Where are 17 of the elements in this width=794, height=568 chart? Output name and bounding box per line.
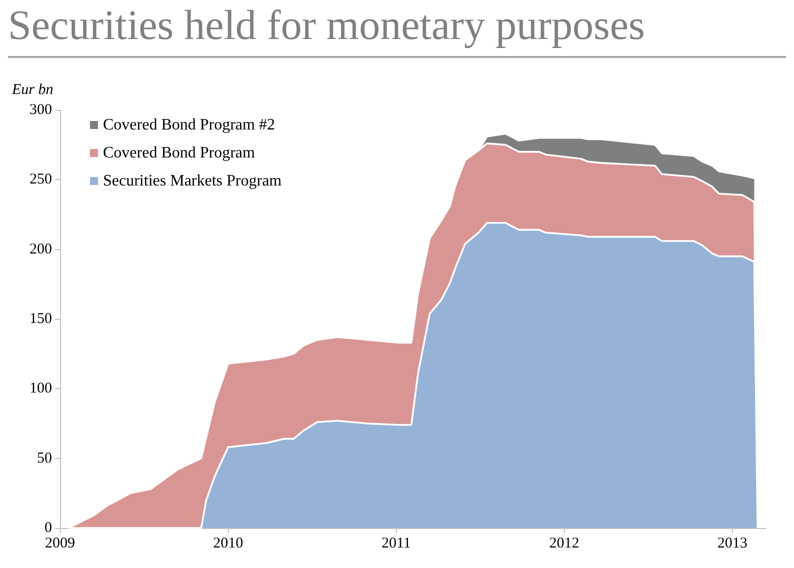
- y-tick-label: 300: [30, 102, 52, 118]
- legend-label: Covered Bond Program #2: [103, 116, 275, 134]
- x-tick-label: 2010: [213, 536, 244, 552]
- y-tick-label: 0: [44, 520, 52, 536]
- x-tick-label: 2013: [717, 536, 748, 552]
- x-tick-label: 2012: [549, 536, 580, 552]
- y-tick-label: 50: [37, 450, 52, 466]
- y-tick-label: 200: [30, 241, 52, 258]
- legend-label: Covered Bond Program: [103, 144, 256, 162]
- legend-label: Securities Markets Program: [103, 172, 282, 190]
- x-tick-label: 2011: [381, 536, 411, 552]
- x-tick-label: 2009: [45, 536, 75, 552]
- y-tick-label: 150: [30, 311, 52, 327]
- chart-title: Securities held for monetary purposes: [8, 2, 645, 50]
- y-axis-title: Eur bn: [12, 82, 54, 99]
- y-tick-label: 100: [30, 380, 52, 397]
- y-tick-label: 250: [30, 172, 52, 188]
